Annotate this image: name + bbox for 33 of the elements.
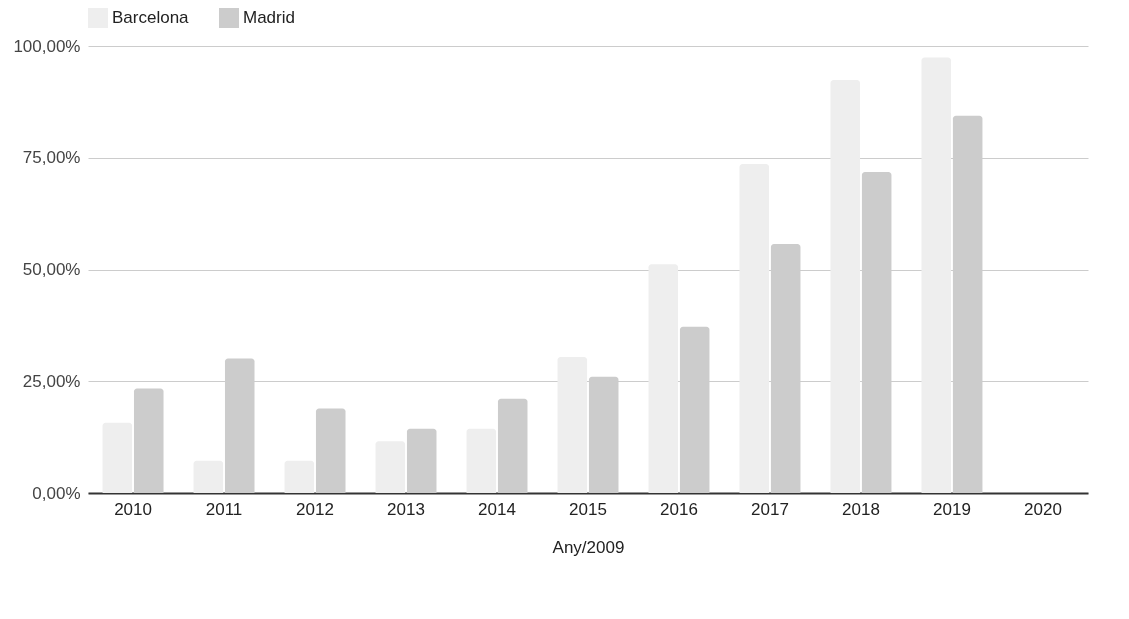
legend-label: Madrid bbox=[243, 8, 295, 27]
bar bbox=[739, 164, 770, 493]
bar bbox=[497, 398, 528, 493]
bar bbox=[830, 79, 861, 493]
legend-label: Barcelona bbox=[112, 8, 190, 27]
bar bbox=[406, 428, 437, 493]
bar bbox=[315, 408, 346, 493]
x-tick-label: 2013 bbox=[387, 499, 425, 519]
x-tick-label: 2015 bbox=[569, 499, 607, 519]
bar bbox=[193, 460, 224, 493]
x-tick-label: 2018 bbox=[842, 499, 880, 519]
bar bbox=[557, 357, 588, 493]
x-tick-label: 2014 bbox=[478, 499, 516, 519]
x-axis-title: Any/2009 bbox=[552, 537, 625, 557]
x-tick-label: 2012 bbox=[296, 499, 334, 519]
y-tick-label: 25,00% bbox=[22, 371, 81, 391]
y-tick-label: 100,00% bbox=[13, 36, 81, 56]
bar bbox=[133, 388, 164, 493]
bar bbox=[466, 428, 497, 493]
x-tick-label: 2011 bbox=[205, 499, 243, 519]
bar bbox=[284, 460, 315, 493]
bar bbox=[648, 264, 679, 493]
x-tick-label: 2016 bbox=[660, 499, 698, 519]
x-tick-label: 2010 bbox=[114, 499, 152, 519]
x-tick-label: 2017 bbox=[751, 499, 789, 519]
x-tick-label: 2020 bbox=[1024, 499, 1062, 519]
y-tick-label: 50,00% bbox=[22, 260, 81, 279]
bar bbox=[375, 441, 406, 493]
bar bbox=[921, 57, 952, 493]
y-tick-label: 0,00% bbox=[32, 483, 81, 503]
x-tick-label: 2019 bbox=[933, 499, 971, 519]
bar bbox=[102, 422, 133, 493]
y-tick-label: 75,00% bbox=[22, 148, 81, 168]
